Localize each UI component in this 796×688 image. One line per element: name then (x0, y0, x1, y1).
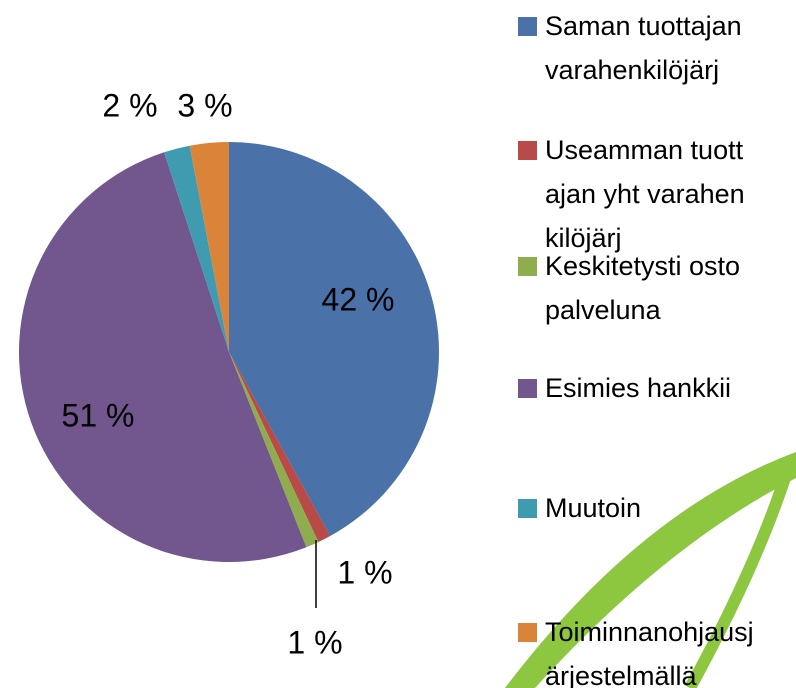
data-label: 1 % (287, 624, 342, 660)
pie (19, 142, 439, 562)
data-label: 1 % (337, 554, 392, 590)
data-label: 51 % (62, 397, 135, 433)
legend-label: Keskitetysti ostopalveluna (545, 244, 755, 332)
legend-swatch (518, 499, 537, 518)
legend-swatch (518, 17, 537, 36)
legend-swatch (518, 623, 537, 642)
data-label: 3 % (177, 87, 232, 123)
legend-label: Esimies hankkii (545, 366, 755, 410)
legend-label: Useamman tuottajan yht varahenkilöjärj (545, 128, 755, 260)
page: 42 % 1 % 1 % 51 % 2 % 3 % Saman tuottajan var… (0, 0, 796, 688)
legend-label: Saman tuottajan varahenkilöjärj (545, 4, 755, 92)
chart: 42 % 1 % 1 % 51 % 2 % 3 % (0, 0, 796, 688)
legend-swatch (518, 141, 537, 160)
legend-label: Toiminnanohjausjärjestelmällä (545, 610, 755, 688)
data-label: 42 % (322, 281, 395, 317)
legend-label: Muutoin (545, 486, 755, 530)
legend-swatch (518, 257, 537, 276)
legend-swatch (518, 379, 537, 398)
data-label: 2 % (102, 87, 157, 123)
